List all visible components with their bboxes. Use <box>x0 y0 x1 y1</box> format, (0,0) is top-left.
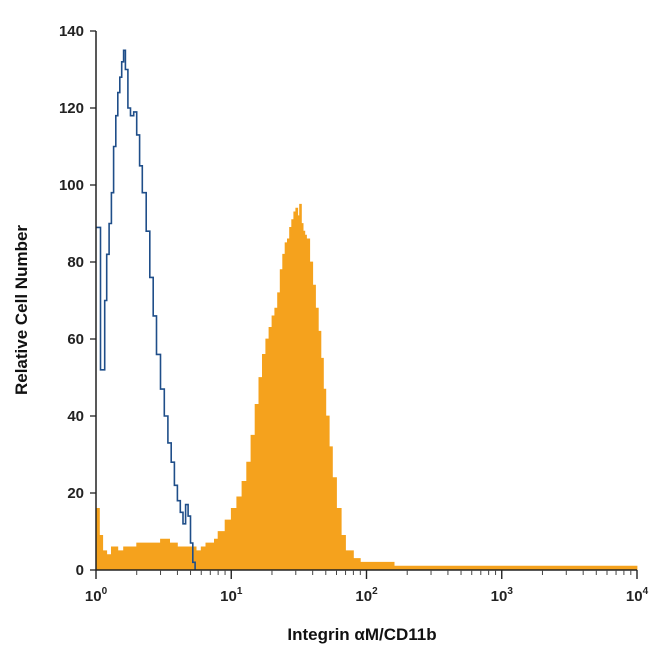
histogram-outline-series <box>96 49 196 570</box>
histogram-filled-series <box>95 203 638 571</box>
x-tick-label: 101 <box>220 586 243 605</box>
y-tick-label: 100 <box>59 177 84 194</box>
y-tick-label: 60 <box>67 331 84 348</box>
x-tick-label: 103 <box>491 586 514 605</box>
x-tick-label: 104 <box>626 586 649 605</box>
y-tick-label: 20 <box>67 485 84 502</box>
x-tick-label: 100 <box>85 586 108 605</box>
x-axis-title: Integrin αM/CD11b <box>287 625 436 644</box>
ticks-layer: 0 20 40 60 80 100 120 140 100 101 102 103 104 <box>59 23 649 605</box>
y-tick-label: 140 <box>59 23 84 40</box>
y-tick-label: 80 <box>67 254 84 271</box>
y-tick-label: 120 <box>59 100 84 117</box>
y-tick-label: 0 <box>76 562 84 579</box>
y-tick-label: 40 <box>67 408 84 425</box>
x-tick-label: 102 <box>355 586 378 605</box>
y-axis-title: Relative Cell Number <box>12 225 31 395</box>
series-layer <box>95 49 638 571</box>
